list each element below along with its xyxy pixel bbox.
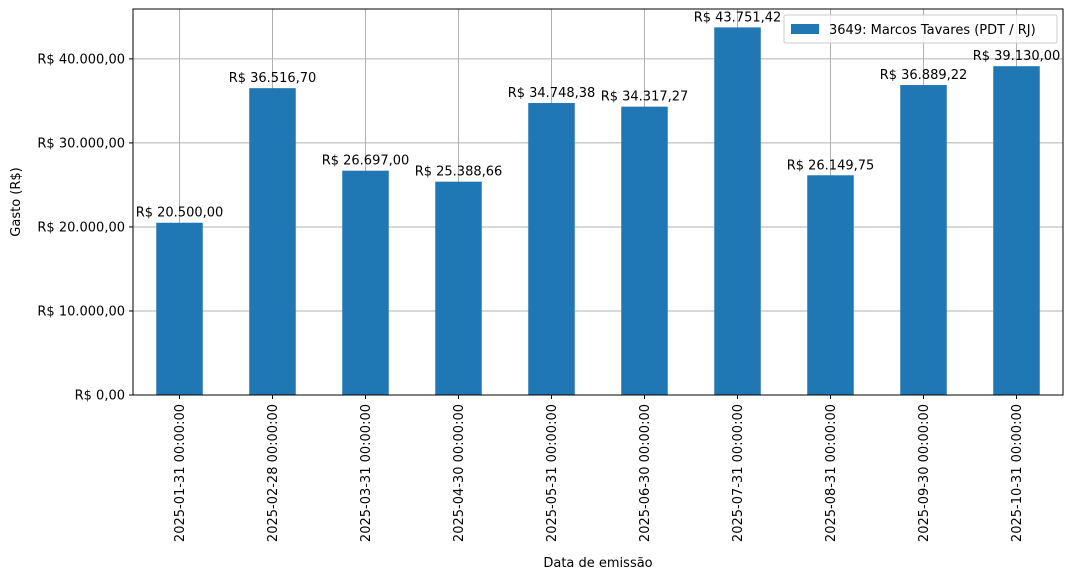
y-tick-label: R$ 40.000,00	[37, 52, 125, 67]
y-axis: R$ 0,00 R$ 10.000,00 R$ 20.000,00 R$ 30.000…	[37, 52, 133, 404]
x-axis: 2025-01-31 00:00:00 2025-02-28 00:00:00 20…	[173, 395, 1025, 542]
bar-value-label: R$ 39.130,00	[973, 49, 1061, 64]
bar	[435, 181, 482, 395]
bar	[528, 103, 575, 396]
y-axis-label: Gasto (R$)	[9, 167, 24, 236]
y-tick-label: R$ 20.000,00	[37, 220, 125, 235]
plot-frame	[132, 8, 1064, 396]
x-tick-label: 2025-05-31 00:00:00	[545, 404, 560, 542]
y-tick-label: R$ 30.000,00	[37, 136, 125, 151]
y-tick-label: R$ 10.000,00	[37, 304, 125, 319]
bar	[993, 66, 1040, 395]
bar	[249, 88, 296, 395]
x-tick-label: 2025-02-28 00:00:00	[266, 404, 281, 542]
bar	[900, 85, 947, 396]
legend-swatch	[791, 24, 819, 34]
x-tick-label: 2025-10-31 00:00:00	[1010, 404, 1025, 542]
legend: 3649: Marcos Tavares (PDT / RJ)	[783, 14, 1058, 44]
legend-label: 3649: Marcos Tavares (PDT / RJ)	[829, 23, 1036, 38]
bars-layer	[156, 27, 1040, 396]
bar-value-label: R$ 20.500,00	[136, 206, 224, 221]
bar-value-label: R$ 36.889,22	[880, 68, 968, 83]
x-tick-label: 2025-09-30 00:00:00	[917, 404, 932, 542]
x-tick-label: 2025-06-30 00:00:00	[638, 404, 653, 542]
bar-value-label: R$ 34.748,38	[508, 86, 596, 101]
y-tick-label: R$ 0,00	[75, 389, 125, 404]
bar	[342, 170, 389, 395]
bar	[807, 175, 854, 395]
legend-box	[783, 14, 1058, 44]
data-labels-layer: R$ 20.500,00 R$ 36.516,70 R$ 26.697,00 R$ 2…	[136, 10, 1061, 220]
bar-value-label: R$ 26.149,75	[787, 158, 875, 173]
x-tick-label: 2025-08-31 00:00:00	[824, 404, 839, 542]
x-tick-label: 2025-07-31 00:00:00	[731, 404, 746, 542]
bar-value-label: R$ 26.697,00	[322, 154, 410, 169]
x-axis-label: Data de emissão	[543, 556, 652, 571]
bar-value-label: R$ 36.516,70	[229, 71, 317, 86]
bar	[156, 222, 203, 395]
bar	[714, 27, 761, 396]
x-tick-label: 2025-03-31 00:00:00	[359, 404, 374, 542]
bar-value-label: R$ 25.388,66	[415, 165, 503, 180]
x-tick-label: 2025-04-30 00:00:00	[452, 404, 467, 542]
x-tick-label: 2025-01-31 00:00:00	[173, 404, 188, 542]
bar-value-label: R$ 34.317,27	[601, 90, 689, 105]
bar-value-label: R$ 43.751,42	[694, 10, 782, 25]
bar	[621, 106, 668, 396]
